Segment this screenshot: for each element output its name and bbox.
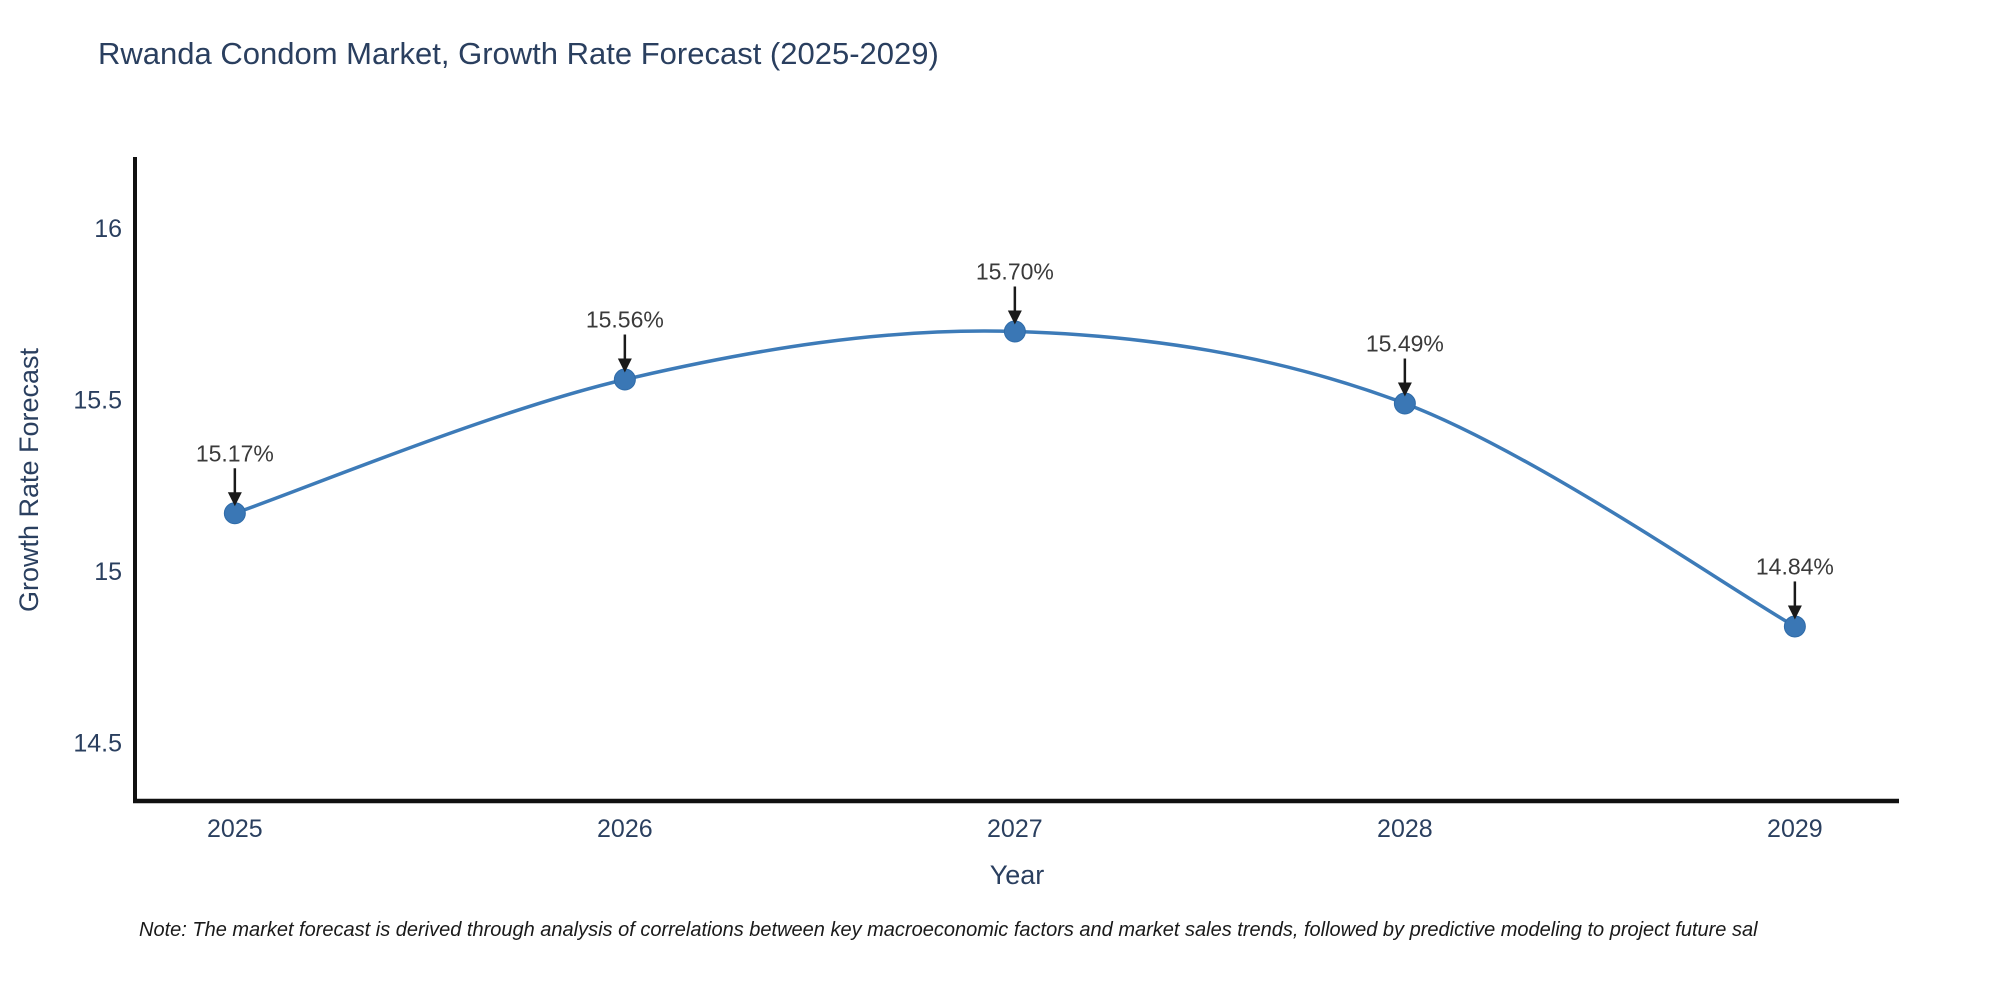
x-tick-label: 2028 xyxy=(1377,815,1433,843)
annotation-arrowhead-icon xyxy=(617,358,632,373)
y-axis-title: Growth Rate Forecast xyxy=(14,347,44,612)
point-value-label: 15.56% xyxy=(586,307,664,333)
point-value-label: 15.49% xyxy=(1366,331,1444,357)
x-tick-label: 2027 xyxy=(987,815,1043,843)
y-tick-label: 16 xyxy=(94,215,122,243)
point-value-label: 14.84% xyxy=(1756,553,1834,579)
chart-title: Rwanda Condom Market, Growth Rate Foreca… xyxy=(98,36,939,71)
y-tick-label: 15.5 xyxy=(73,387,122,415)
point-value-label: 15.70% xyxy=(976,259,1054,285)
annotation-arrowhead-icon xyxy=(1397,382,1412,397)
footnote: Note: The market forecast is derived thr… xyxy=(139,919,1758,941)
y-tick-label: 14.5 xyxy=(73,730,122,758)
point-value-label: 15.17% xyxy=(196,440,274,466)
forecast-line xyxy=(233,329,1797,629)
y-tick-label: 15 xyxy=(94,558,122,586)
x-tick-label: 2026 xyxy=(597,815,653,843)
axes-spines xyxy=(133,157,1899,804)
y-axis-tick-labels: 14.5 15 15.5 16 xyxy=(73,215,122,757)
annotation-arrowhead-icon xyxy=(1787,605,1802,620)
line-series xyxy=(223,320,1806,638)
annotation-arrowhead-icon xyxy=(1007,310,1022,325)
x-axis-tick-labels: 2025 2026 2027 2028 2029 xyxy=(207,815,1823,843)
point-annotations: 15.17% 15.56% 15.70% 15.49% 14.84% xyxy=(196,259,1834,620)
annotation-arrowhead-icon xyxy=(227,492,242,507)
x-tick-label: 2025 xyxy=(207,815,263,843)
x-tick-label: 2029 xyxy=(1767,815,1823,843)
x-axis-title: Year xyxy=(990,860,1045,890)
